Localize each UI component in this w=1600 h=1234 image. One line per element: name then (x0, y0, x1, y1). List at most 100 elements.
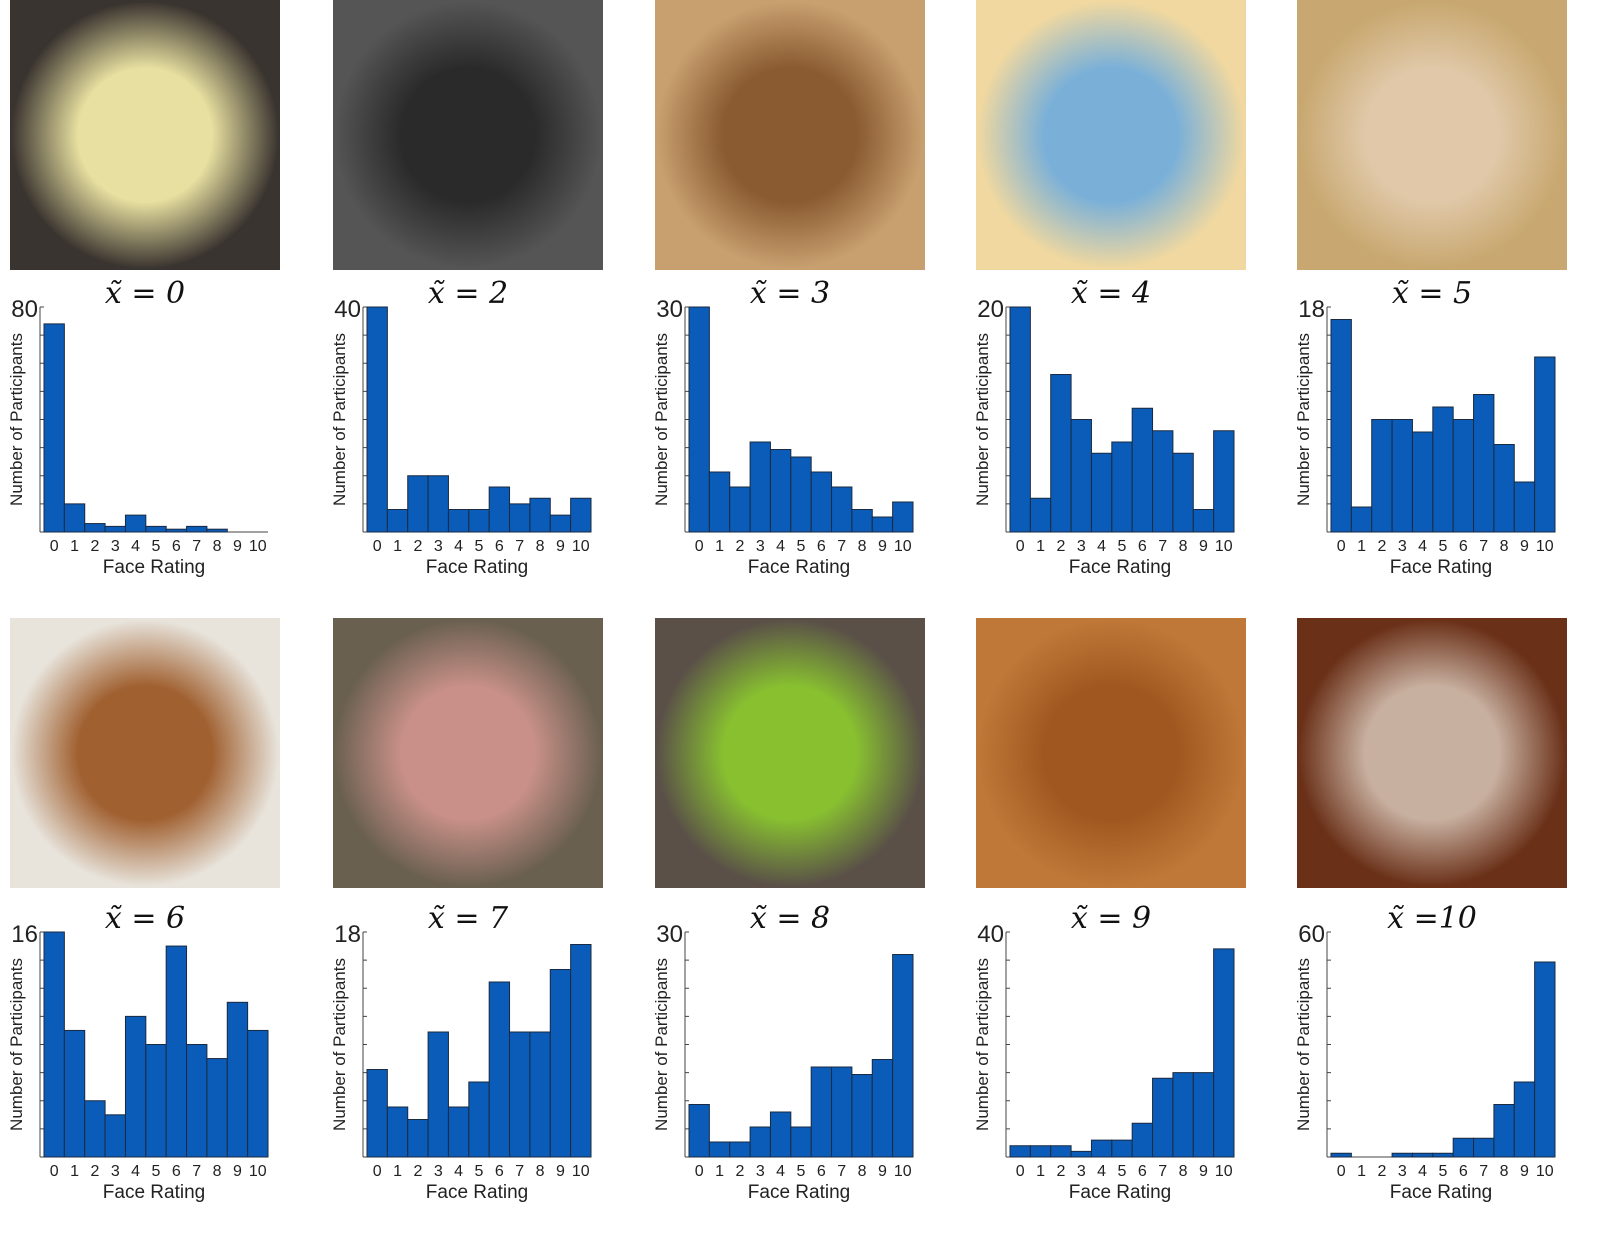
x-tick-label: 9 (556, 538, 565, 555)
bar-rating-0 (43, 323, 65, 533)
x-tick-label: 7 (515, 538, 524, 555)
histogram-svg: x̃ = 5 18 Number of Participants 0 1 2 3 4 5 6 7 8 9… (1294, 276, 1556, 578)
bar-rating-3 (749, 441, 771, 533)
x-tick-label: 1 (70, 1163, 79, 1180)
bar-rating-2 (84, 1100, 106, 1158)
chart-title: x̃ = 4 (1071, 276, 1151, 311)
x-tick-label: 0 (373, 1163, 382, 1180)
bar-rating-8 (1172, 452, 1194, 533)
x-tick-label: 0 (1337, 538, 1346, 555)
x-tick-label: 8 (1179, 1163, 1188, 1180)
bar-rating-9 (1513, 1081, 1536, 1158)
x-axis-label: Face Rating (1069, 1182, 1171, 1203)
y-axis-label: Number of Participants (330, 333, 349, 506)
bar-rating-4 (769, 449, 792, 533)
x-tick-label: 7 (515, 1163, 524, 1180)
y-axis-label: Number of Participants (330, 958, 349, 1131)
bar-rating-10 (570, 497, 592, 533)
bar-rating-10 (892, 954, 914, 1158)
x-tick-label: 0 (373, 538, 382, 555)
x-tick-label: 5 (475, 538, 484, 555)
x-axis-label: Face Rating (748, 557, 850, 578)
x-tick-label: 3 (1077, 538, 1086, 555)
bar-rating-2 (407, 475, 429, 533)
histogram-panel: x̃ = 3 30 Number of Participants 0 1 2 3 4 5 6 7 8 9… (645, 275, 965, 595)
photo-toy-boat (976, 0, 1246, 270)
x-axis-label: Face Rating (1069, 557, 1171, 578)
y-max-label: 40 (977, 921, 1004, 948)
bar-rating-5 (790, 1126, 812, 1158)
x-tick-label: 2 (735, 538, 744, 555)
bar-rating-7 (186, 1044, 208, 1158)
x-tick-label: 9 (233, 1163, 242, 1180)
chart-title: x̃ = 9 (1071, 901, 1151, 936)
histogram-panel: x̃ = 2 40 Number of Participants 0 1 2 3 4 5 6 7 8 9… (323, 275, 643, 595)
bar-rating-5 (145, 525, 167, 533)
bar-rating-3 (1070, 1150, 1092, 1158)
x-tick-label: 4 (1097, 1163, 1106, 1180)
bar-rating-2 (1371, 419, 1393, 533)
x-axis-label: Face Rating (426, 1182, 528, 1203)
x-tick-label: 10 (1536, 538, 1554, 555)
bar-rating-10 (1534, 356, 1556, 533)
x-tick-label: 10 (249, 538, 267, 555)
bar-rating-8 (851, 1074, 873, 1158)
x-tick-label: 0 (50, 538, 59, 555)
bar-rating-4 (1090, 1139, 1113, 1158)
bar-rating-2 (729, 486, 751, 533)
x-tick-label: 6 (172, 538, 181, 555)
x-tick-label: 5 (475, 1163, 484, 1180)
chart-title: x̃ = 3 (750, 276, 830, 311)
bar-rating-9 (549, 969, 572, 1158)
y-axis-label: Number of Participants (652, 333, 671, 506)
x-tick-label: 4 (1418, 538, 1427, 555)
x-tick-label: 5 (152, 538, 161, 555)
x-tick-label: 7 (837, 538, 846, 555)
histogram-svg: x̃ = 7 18 Number of Participants 0 1 2 3 4 5 6 7 8 9… (330, 901, 592, 1203)
histogram-svg: x̃ = 2 40 Number of Participants 0 1 2 3 4 5 6 7 8 9… (330, 276, 592, 578)
bar-rating-8 (206, 528, 228, 533)
x-tick-label: 8 (1500, 538, 1509, 555)
x-tick-label: 5 (797, 538, 806, 555)
bar-rating-7 (831, 486, 853, 533)
x-tick-label: 3 (756, 1163, 765, 1180)
bar-rating-5 (1432, 406, 1454, 533)
histogram-svg: x̃ = 9 40 Number of Participants 0 1 2 3 4 5 6 7 8 9… (973, 901, 1235, 1203)
x-tick-label: 0 (50, 1163, 59, 1180)
bar-rating-7 (1473, 394, 1495, 533)
x-tick-label: 1 (1357, 1163, 1366, 1180)
x-tick-label: 5 (1118, 1163, 1127, 1180)
x-tick-label: 6 (817, 1163, 826, 1180)
x-tick-label: 6 (1459, 538, 1468, 555)
bar-rating-10 (247, 1029, 269, 1158)
y-max-label: 16 (11, 921, 38, 948)
chart-title: x̃ = 5 (1392, 276, 1472, 311)
bar-rating-5 (1432, 1152, 1454, 1158)
bar-rating-0 (688, 306, 710, 533)
bar-rating-1 (63, 503, 86, 533)
histogram-svg: x̃ = 4 20 Number of Participants 0 1 2 3 4 5 6 7 8 9… (973, 276, 1235, 578)
x-tick-label: 3 (1077, 1163, 1086, 1180)
bar-rating-10 (1213, 948, 1235, 1158)
bar-rating-8 (1493, 1104, 1515, 1158)
x-tick-label: 10 (572, 538, 590, 555)
bar-rating-0 (43, 931, 65, 1158)
bar-rating-0 (366, 1069, 388, 1158)
x-tick-label: 7 (1158, 1163, 1167, 1180)
x-tick-label: 6 (495, 538, 504, 555)
histogram-panel: x̃ = 0 80 Number of Participants 0 1 2 3 4 5 6 7 8 9… (0, 275, 320, 595)
photo-plucked-chicken (333, 618, 603, 888)
bar-rating-7 (509, 1031, 531, 1158)
x-tick-label: 5 (797, 1163, 806, 1180)
bar-rating-1 (708, 471, 731, 533)
bar-rating-8 (1493, 444, 1515, 533)
bar-rating-6 (1131, 1122, 1154, 1158)
bar-rating-3 (104, 525, 126, 533)
bar-rating-3 (749, 1126, 771, 1158)
x-tick-label: 8 (536, 538, 545, 555)
bar-rating-6 (810, 471, 833, 533)
x-tick-label: 2 (90, 1163, 99, 1180)
bar-rating-6 (488, 486, 511, 533)
x-tick-label: 4 (454, 538, 463, 555)
bar-rating-5 (145, 1044, 167, 1158)
